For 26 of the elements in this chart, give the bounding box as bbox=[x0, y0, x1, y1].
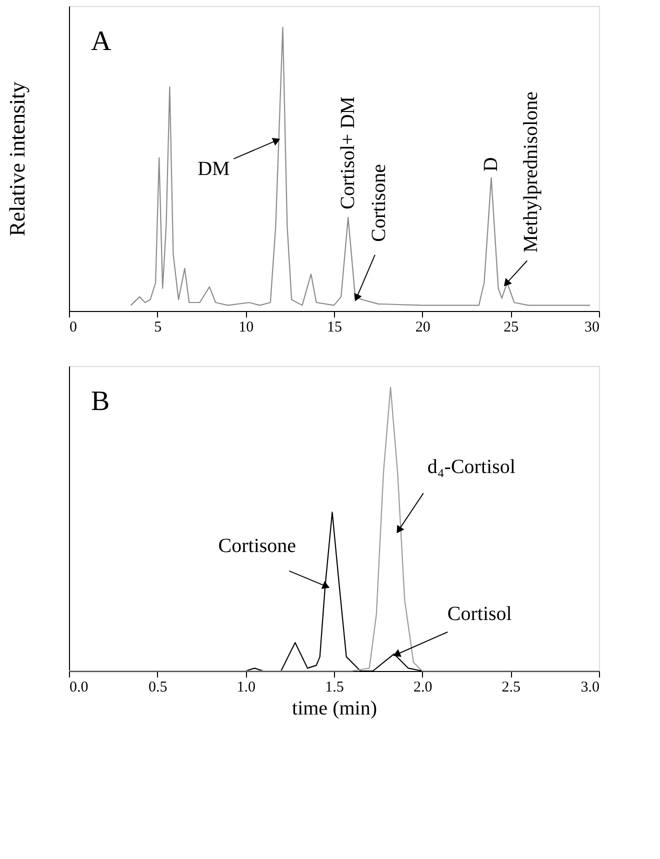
x-tick-label: 3.0 bbox=[580, 680, 600, 696]
x-tick-label: 20 bbox=[415, 320, 430, 336]
y-axis-title: Relative intensity bbox=[4, 82, 30, 236]
x-tick-label: 1.5 bbox=[325, 680, 344, 696]
x-tick-label: 15 bbox=[327, 320, 342, 336]
x-tick-label: 25 bbox=[504, 320, 519, 336]
x-tick-label: 0.5 bbox=[148, 680, 168, 696]
x-tick-label: 10 bbox=[238, 320, 254, 336]
annotation: Cortisol+ DM bbox=[337, 96, 360, 210]
x-tick-label: 0.0 bbox=[70, 680, 88, 696]
annotation: Cortisol bbox=[447, 602, 512, 625]
annotation: DM bbox=[198, 158, 230, 180]
annotation: Cortisone bbox=[368, 164, 390, 242]
annotation: A bbox=[91, 26, 112, 57]
x-tick-label: 2.0 bbox=[413, 680, 432, 696]
x-tick-label: 1.0 bbox=[236, 680, 256, 696]
annotation: B bbox=[91, 386, 110, 417]
x-tick-label: 2.5 bbox=[502, 680, 521, 696]
annotation: Methylprednisolone bbox=[520, 91, 542, 253]
x-axis-title: time (min) bbox=[292, 698, 377, 720]
x-tick-label: 5 bbox=[154, 320, 162, 336]
annotation: D bbox=[480, 157, 502, 172]
annotation: d₄-Cortisol bbox=[427, 456, 516, 478]
x-tick-label: 0 bbox=[70, 320, 77, 336]
x-tick-label: 30 bbox=[584, 320, 600, 336]
annotation: Cortisone bbox=[218, 534, 296, 557]
